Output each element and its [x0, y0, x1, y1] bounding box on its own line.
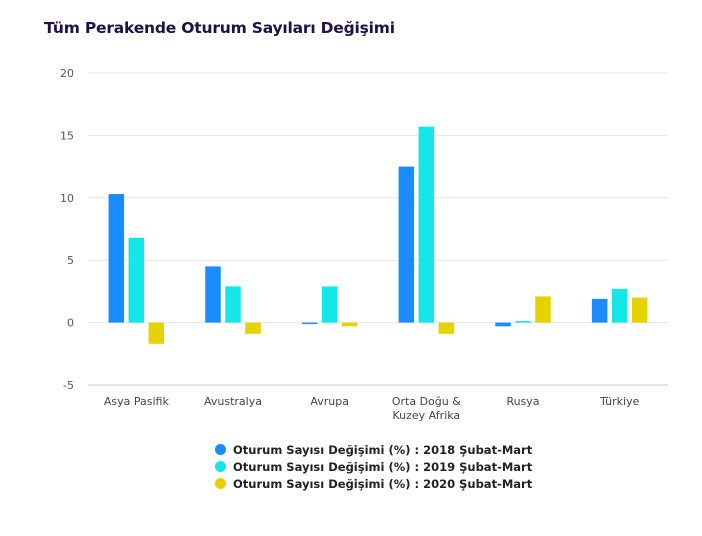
x-tick-label: Türkiye: [599, 395, 640, 408]
legend-swatch-2020: [215, 478, 226, 489]
chart-title: Tüm Perakende Oturum Sayıları Değişimi: [44, 19, 395, 37]
legend: Oturum Sayısı Değişimi (%) : 2018 Şubat-…: [215, 441, 532, 492]
x-tick-label: Asya Pasifik: [104, 395, 170, 408]
legend-label-2019: Oturum Sayısı Değişimi (%) : 2019 Şubat-…: [233, 459, 533, 474]
y-tick-label: 0: [67, 317, 74, 330]
y-tick-label: 5: [67, 254, 74, 267]
bar: [128, 237, 145, 323]
legend-item-2018[interactable]: Oturum Sayısı Değişimi (%) : 2018 Şubat-…: [215, 441, 532, 458]
bar: [321, 286, 338, 323]
legend-swatch-2019: [215, 461, 226, 472]
y-tick-label: 15: [60, 129, 74, 142]
bar: [341, 322, 358, 327]
bar: [148, 322, 165, 344]
bar: [225, 286, 241, 323]
x-tick-label: Avustralya: [204, 395, 262, 408]
legend-swatch-2018: [215, 444, 226, 455]
y-tick-label: 10: [60, 192, 74, 205]
y-tick-label: -5: [63, 379, 74, 392]
x-tick-label: Orta Doğu &: [392, 395, 461, 408]
bar: [535, 296, 551, 323]
bar: [418, 126, 435, 323]
x-tick-label: Avrupa: [310, 395, 349, 408]
bar: [438, 322, 455, 334]
bar: [108, 194, 125, 323]
bar: [495, 322, 511, 327]
bar: [611, 288, 628, 323]
bar: [245, 322, 261, 334]
bar: [515, 321, 531, 323]
x-tick-label: Rusya: [506, 395, 539, 408]
bar: [301, 322, 318, 325]
legend-item-2019[interactable]: Oturum Sayısı Değişimi (%) : 2019 Şubat-…: [215, 458, 532, 475]
bar: [205, 266, 221, 323]
bar: [631, 297, 648, 323]
legend-label-2020: Oturum Sayısı Değişimi (%) : 2020 Şubat-…: [233, 476, 533, 491]
legend-item-2020[interactable]: Oturum Sayısı Değişimi (%) : 2020 Şubat-…: [215, 475, 532, 492]
bar: [398, 166, 415, 323]
bar: [591, 298, 608, 323]
y-tick-label: 20: [60, 67, 74, 80]
legend-label-2018: Oturum Sayısı Değişimi (%) : 2018 Şubat-…: [233, 442, 533, 457]
x-tick-label: Kuzey Afrika: [392, 409, 460, 422]
